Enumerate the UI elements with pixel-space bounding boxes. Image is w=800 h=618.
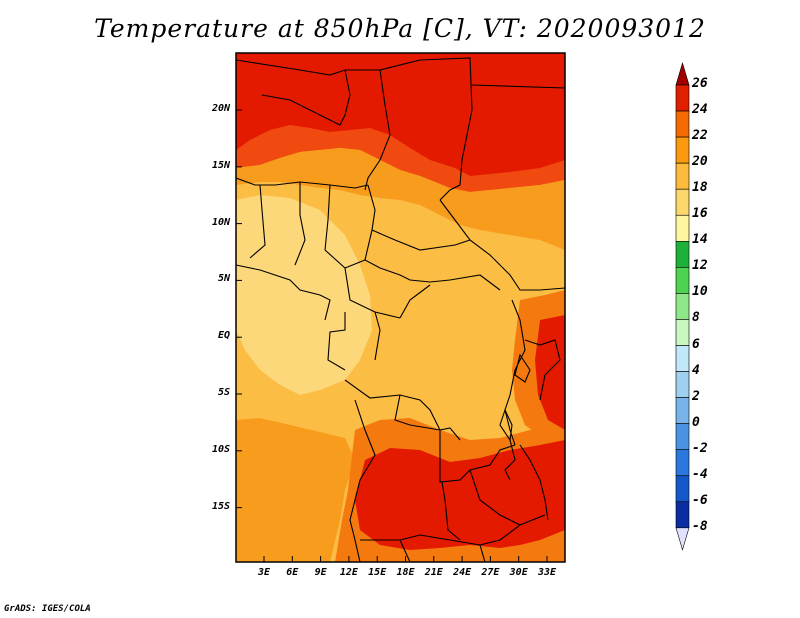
colorbar-label: -4	[692, 466, 708, 482]
temperature-field	[236, 53, 565, 562]
lat-label: 20N	[211, 103, 230, 114]
lat-label: 5S	[217, 387, 230, 398]
colorbar-label: 14	[692, 232, 708, 248]
colorbar-box	[675, 319, 690, 346]
colorbar-label: 2	[692, 388, 700, 404]
field-24c-south	[355, 440, 565, 550]
lon-label: 27E	[481, 567, 500, 578]
colorbar-box	[675, 501, 690, 529]
colorbar-label: 0	[692, 414, 700, 430]
lon-label: 18E	[396, 567, 415, 578]
colorbar-label: 16	[692, 206, 708, 222]
colorbar-box	[675, 371, 690, 398]
colorbar-box	[675, 449, 690, 477]
colorbar-box	[675, 345, 690, 372]
lon-label: 33E	[537, 567, 557, 578]
lon-label: 12E	[339, 567, 358, 578]
colorbar-box	[675, 423, 690, 450]
lat-label: 15S	[211, 500, 230, 512]
colorbar-label: 12	[692, 258, 708, 274]
field-18c-central	[378, 255, 515, 415]
colorbar-box	[675, 267, 690, 294]
colorbar-label: 8	[692, 310, 700, 326]
colorbar-bottom-triangle	[675, 527, 690, 551]
colorbar-label: 10	[692, 284, 708, 300]
field-16c-west	[236, 195, 372, 395]
colorbar-label: 26	[692, 76, 708, 91]
colorbar-label: 6	[692, 336, 700, 352]
colorbar-label: -6	[692, 492, 708, 508]
field-20c-north	[236, 148, 565, 250]
colorbar-box	[675, 110, 690, 138]
colorbar-label: 18	[692, 180, 708, 196]
colorbar-box	[675, 397, 690, 424]
lon-label: 9E	[314, 567, 327, 578]
field-20c-southwest	[236, 418, 355, 562]
colorbar-box	[675, 84, 690, 112]
grads-credit: GrADS: IGES/COLA	[4, 604, 91, 614]
lon-label: 30E	[509, 567, 528, 578]
axis-ticks	[236, 109, 548, 562]
lat-label: EQ	[217, 330, 230, 342]
lon-label: 3E	[257, 567, 271, 578]
lat-label: 5N	[217, 273, 230, 285]
lat-label: 10S	[211, 443, 230, 455]
colorbar-label: -8	[692, 518, 708, 534]
colorbar-box	[675, 214, 690, 242]
colorbar-box	[675, 475, 690, 503]
colorbar-label: 24	[692, 102, 708, 118]
colorbar-label: 4	[692, 362, 700, 378]
lon-label: 15E	[368, 567, 387, 578]
chart-title: Temperature at 850hPa [C], VT: 202009301…	[94, 14, 706, 43]
lon-label: 21E	[424, 567, 443, 578]
colorbar-label: -2	[692, 440, 708, 456]
colorbar-label: 22	[692, 128, 708, 144]
map-frame	[235, 52, 566, 563]
colorbar-top-triangle	[675, 61, 690, 86]
colorbar-label: 20	[692, 154, 708, 170]
field-26c-north	[236, 53, 565, 176]
lon-label: 6E	[286, 567, 299, 578]
colorbar-box	[675, 241, 690, 268]
colorbar-box	[675, 162, 690, 190]
colorbar-box	[675, 136, 690, 164]
lon-label: 24E	[453, 567, 472, 578]
country-borders	[236, 57, 565, 562]
colorbar-box	[675, 188, 690, 216]
lat-label: 15N	[211, 159, 230, 171]
lat-label: 10N	[211, 216, 230, 228]
colorbar-box	[675, 293, 690, 320]
